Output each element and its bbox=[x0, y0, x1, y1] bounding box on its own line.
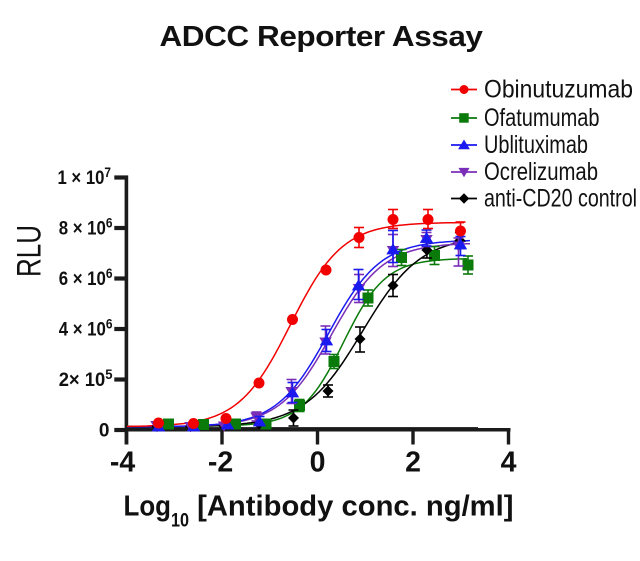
svg-text:Ublituximab: Ublituximab bbox=[484, 131, 588, 159]
svg-text:Ofatumumab: Ofatumumab bbox=[484, 104, 600, 132]
svg-text:Ocrelizumab: Ocrelizumab bbox=[484, 158, 598, 186]
svg-text:4: 4 bbox=[501, 447, 517, 479]
svg-text:1 × 107: 1 × 107 bbox=[58, 165, 112, 189]
svg-text:8 × 106: 8 × 106 bbox=[59, 216, 113, 240]
svg-text:ADCC Reporter Assay: ADCC Reporter Assay bbox=[160, 21, 484, 53]
svg-text:0: 0 bbox=[99, 421, 110, 442]
svg-text:2× 105: 2× 105 bbox=[59, 367, 113, 391]
svg-text:4 × 106: 4 × 106 bbox=[59, 317, 113, 341]
svg-text:anti-CD20 control: anti-CD20 control bbox=[484, 185, 637, 213]
svg-text:2: 2 bbox=[405, 447, 421, 479]
svg-text:RLU: RLU bbox=[11, 225, 49, 277]
svg-text:Obinutuzumab: Obinutuzumab bbox=[484, 76, 633, 104]
svg-text:-2: -2 bbox=[208, 447, 233, 479]
svg-text:6 × 106: 6 × 106 bbox=[59, 266, 113, 290]
svg-text:-4: -4 bbox=[110, 447, 135, 479]
svg-text:Log10 [Antibody conc. ng/ml]: Log10 [Antibody conc. ng/ml] bbox=[124, 491, 514, 532]
svg-text:0: 0 bbox=[310, 447, 326, 479]
